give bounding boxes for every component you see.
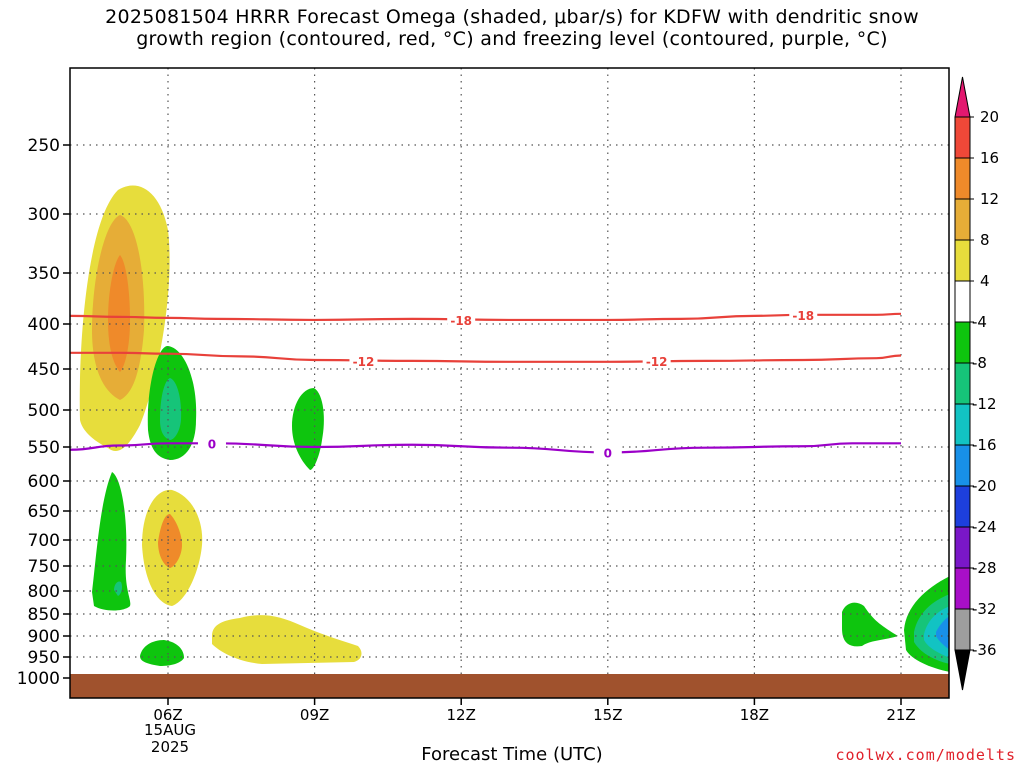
y-tick-label-400: 400 [28, 315, 60, 335]
colorbar-extend-top [954, 76, 971, 118]
contour-label-bg--12-1 [642, 352, 671, 368]
colorbar-label-12: -32 [972, 600, 997, 618]
colorbar-segment-6 [954, 321, 971, 364]
colorbar-label-6: -8 [972, 354, 987, 372]
omega-region-lowlevel-yellow [212, 615, 362, 664]
omega-region-upper-orange [108, 255, 130, 372]
x-tick-label-09Z: 09Z [300, 706, 329, 724]
contour-label--18-0: -18 [450, 314, 472, 328]
colorbar-label-5: -4 [972, 313, 987, 331]
contour-label--12-1: -12 [646, 355, 668, 369]
omega-shading [79, 185, 949, 672]
colorbar-segment-2 [954, 157, 971, 200]
x-date-label: 15AUG 2025 [120, 722, 220, 756]
chart-title-line1: 2025081504 HRRR Forecast Omega (shaded, … [105, 6, 919, 28]
colorbar-label-7: -12 [972, 395, 997, 413]
colorbar: 20 16 12 8 4 -4 -8 -12 -16 -20 -24 -28 -32 -36 [954, 76, 999, 691]
omega-region-mid-teal [160, 378, 182, 440]
colorbar-label-0: 20 [980, 108, 999, 126]
y-tick-label-600: 600 [28, 472, 60, 492]
omega-region-950-green [140, 640, 184, 666]
colorbar-label-10: -24 [972, 518, 997, 536]
colorbar-segment-7 [954, 362, 971, 405]
y-tick-label-1000: 1000 [17, 669, 60, 689]
contour-label--12-0: -12 [353, 355, 375, 369]
y-tick-label-300: 300 [28, 205, 60, 225]
colorbar-label-2: 12 [980, 190, 999, 208]
contour-label-0-1: 0 [604, 446, 612, 460]
colorbar-label-3: 8 [980, 231, 990, 249]
y-tick-label-900: 900 [28, 627, 60, 647]
colorbar-extend-bottom [954, 649, 971, 691]
contour-label-bg-0-1 [593, 444, 622, 460]
colorbar-label-9: -20 [972, 477, 997, 495]
x-axis-label: Forecast Time (UTC) [421, 744, 603, 765]
colorbar-segment-11 [954, 526, 971, 569]
y-tick-label-250: 250 [28, 136, 60, 156]
colorbar-label-13: -36 [972, 641, 997, 659]
omega-region-right-blue [936, 616, 949, 650]
y-tick-label-550: 550 [28, 438, 60, 458]
y-tick-label-850: 850 [28, 605, 60, 625]
plot-frame [69, 67, 950, 699]
chart-title: 2025081504 HRRR Forecast Omega (shaded, … [0, 6, 1024, 50]
colorbar-segment-3 [954, 198, 971, 241]
source-credit: coolwx.com/modelts [835, 746, 1016, 764]
chart-title-line2: growth region (contoured, red, °C) and f… [136, 28, 888, 50]
contour-label-bg-0-0 [197, 435, 226, 451]
colorbar-segment-8 [954, 403, 971, 446]
y-tick-label-750: 750 [28, 557, 60, 577]
contour-label-0-0: 0 [208, 437, 216, 451]
colorbar-label-11: -28 [972, 559, 997, 577]
contour-label--18-1: -18 [792, 309, 814, 323]
omega-region-lower-orange [158, 514, 182, 568]
omega-region-lower-left-green [92, 472, 131, 611]
colorbar-segment-1 [954, 116, 971, 159]
x-date-label-day: 15AUG [144, 721, 196, 739]
colorbar-label-4: 4 [980, 272, 990, 290]
y-axis: 2503003504004505005506006507007508008509… [17, 136, 70, 689]
y-tick-label-350: 350 [28, 264, 60, 284]
colorbar-segment-9 [954, 444, 971, 487]
colorbar-label-8: -16 [972, 436, 997, 454]
y-tick-label-450: 450 [28, 360, 60, 380]
y-tick-label-650: 650 [28, 502, 60, 522]
contour-line-0 [70, 442, 901, 454]
x-tick-label-06Z: 06Z [153, 706, 182, 724]
x-tick-label-21Z: 21Z [886, 706, 915, 724]
grid-lines [70, 68, 949, 698]
colorbar-segment-12 [954, 567, 971, 610]
x-tick-label-12Z: 12Z [447, 706, 476, 724]
y-tick-label-800: 800 [28, 582, 60, 602]
colorbar-segment-5 [954, 280, 971, 323]
y-tick-label-700: 700 [28, 531, 60, 551]
y-tick-label-500: 500 [28, 401, 60, 421]
contour-label-bg--18-1 [789, 306, 818, 322]
x-axis: 06Z 09Z 12Z 15Z 18Z 21Z [153, 698, 916, 724]
colorbar-segment-4 [954, 239, 971, 282]
x-tick-label-15Z: 15Z [593, 706, 622, 724]
contour-line--12 [70, 351, 902, 363]
omega-region-lower-left-teal [114, 581, 122, 596]
y-tick-label-950: 950 [28, 648, 60, 668]
contour-label-bg--12-0 [349, 352, 378, 368]
colorbar-segment-13 [954, 608, 971, 651]
x-tick-label-18Z: 18Z [740, 706, 769, 724]
x-date-label-year: 2025 [150, 738, 190, 756]
omega-region-20z-green [842, 602, 898, 647]
colorbar-label-1: 16 [980, 149, 999, 167]
contour-label-bg--18-0 [447, 311, 476, 327]
colorbar-segment-10 [954, 485, 971, 528]
omega-region-09z-green [292, 388, 324, 470]
ground-layer [70, 674, 949, 698]
temperature-contours: -18 -18 -12 -12 0 0 [70, 306, 902, 460]
